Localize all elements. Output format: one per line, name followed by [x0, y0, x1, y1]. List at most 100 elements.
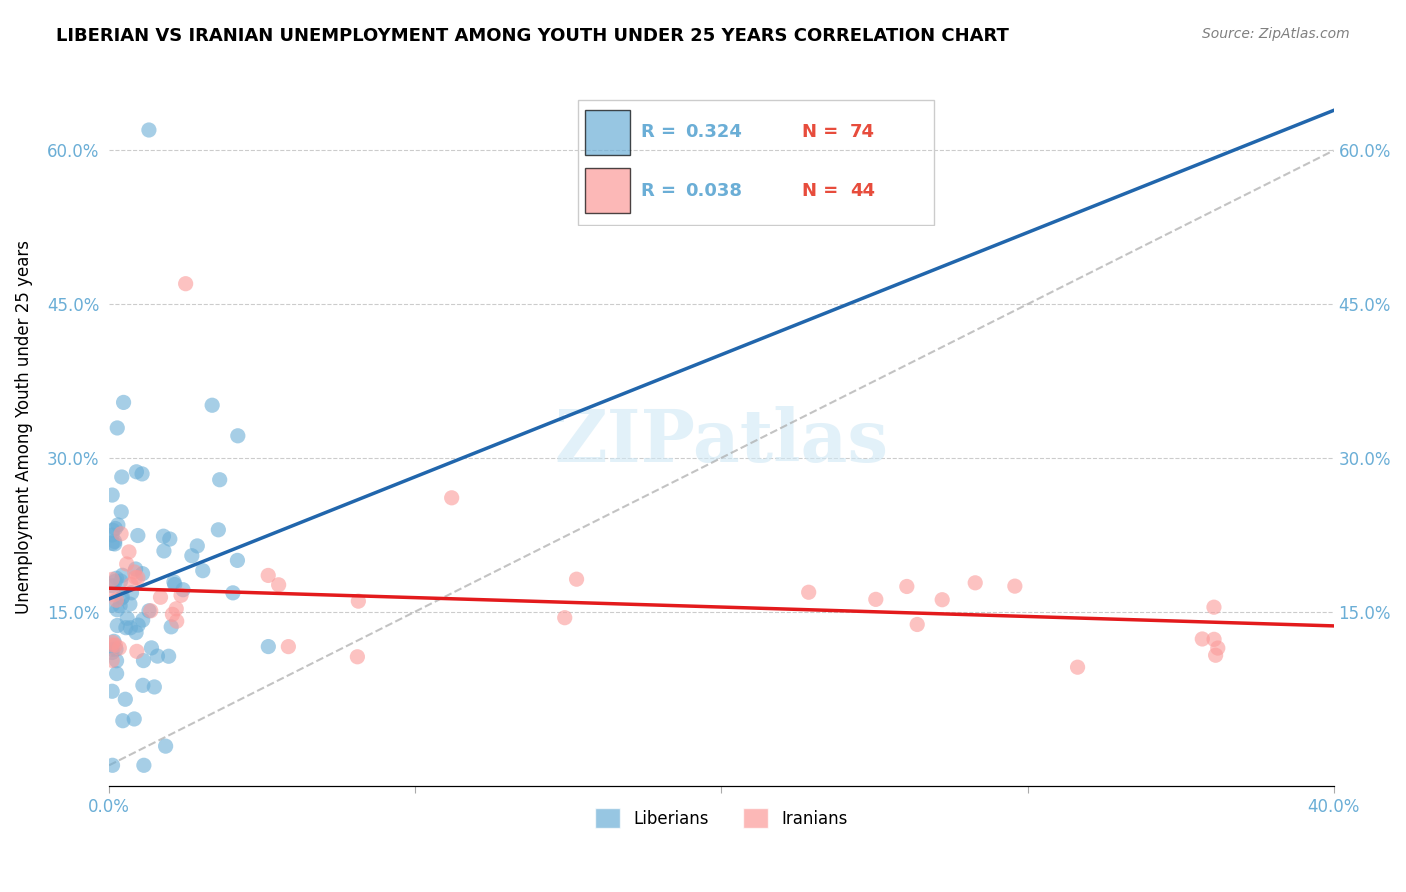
- Liberians: [101, 524, 124, 538]
- Liberians: [132, 758, 155, 772]
- Liberians: [114, 692, 136, 706]
- Iranians: [905, 617, 928, 632]
- Liberians: [122, 712, 145, 726]
- Iranians: [931, 592, 953, 607]
- Liberians: [226, 553, 249, 567]
- Liberians: [105, 618, 128, 632]
- Iranians: [267, 578, 290, 592]
- Iranians: [101, 653, 124, 667]
- Legend: Liberians, Iranians: Liberians, Iranians: [589, 801, 853, 835]
- Liberians: [111, 590, 134, 604]
- Iranians: [125, 644, 148, 658]
- Liberians: [127, 528, 149, 542]
- Liberians: [186, 539, 208, 553]
- Liberians: [138, 604, 160, 618]
- Iranians: [162, 607, 184, 622]
- Liberians: [115, 621, 138, 635]
- Liberians: [101, 579, 124, 593]
- Liberians: [103, 634, 125, 648]
- Liberians: [132, 678, 155, 692]
- Iranians: [1202, 632, 1225, 647]
- Liberians: [101, 536, 124, 550]
- Liberians: [160, 620, 183, 634]
- Iranians: [101, 572, 124, 586]
- Liberians: [208, 473, 231, 487]
- Liberians: [105, 571, 128, 585]
- Liberians: [127, 618, 149, 632]
- Liberians: [131, 566, 153, 581]
- Iranians: [174, 277, 197, 291]
- Iranians: [149, 591, 172, 605]
- Liberians: [159, 532, 181, 546]
- Iranians: [127, 571, 149, 585]
- Iranians: [896, 579, 918, 593]
- Liberians: [104, 521, 127, 535]
- Liberians: [104, 642, 127, 657]
- Liberians: [101, 642, 124, 657]
- Iranians: [865, 592, 887, 607]
- Y-axis label: Unemployment Among Youth under 25 years: Unemployment Among Youth under 25 years: [15, 240, 32, 615]
- Liberians: [101, 646, 124, 660]
- Liberians: [257, 640, 280, 654]
- Text: ZIPatlas: ZIPatlas: [554, 406, 889, 477]
- Liberians: [115, 611, 138, 625]
- Liberians: [155, 739, 177, 753]
- Liberians: [112, 395, 135, 409]
- Iranians: [108, 640, 131, 655]
- Liberians: [141, 640, 163, 655]
- Iranians: [1191, 632, 1213, 646]
- Liberians: [101, 598, 124, 612]
- Liberians: [101, 684, 124, 698]
- Liberians: [104, 574, 127, 589]
- Text: Source: ZipAtlas.com: Source: ZipAtlas.com: [1202, 27, 1350, 41]
- Iranians: [115, 557, 138, 571]
- Iranians: [797, 585, 820, 599]
- Liberians: [111, 714, 134, 728]
- Iranians: [120, 577, 142, 591]
- Iranians: [1205, 648, 1227, 663]
- Iranians: [277, 640, 299, 654]
- Iranians: [105, 593, 128, 607]
- Liberians: [226, 429, 249, 443]
- Liberians: [207, 523, 229, 537]
- Liberians: [125, 625, 148, 640]
- Iranians: [965, 575, 987, 590]
- Liberians: [118, 597, 141, 611]
- Liberians: [152, 529, 174, 543]
- Liberians: [111, 591, 134, 605]
- Liberians: [172, 582, 194, 597]
- Liberians: [105, 603, 128, 617]
- Liberians: [105, 666, 128, 681]
- Liberians: [104, 534, 127, 549]
- Iranians: [124, 570, 146, 584]
- Liberians: [124, 562, 146, 576]
- Iranians: [103, 588, 125, 602]
- Liberians: [131, 613, 153, 627]
- Iranians: [565, 572, 588, 586]
- Iranians: [1202, 600, 1225, 615]
- Liberians: [163, 577, 186, 591]
- Iranians: [110, 526, 132, 541]
- Iranians: [257, 568, 280, 582]
- Text: LIBERIAN VS IRANIAN UNEMPLOYMENT AMONG YOUTH UNDER 25 YEARS CORRELATION CHART: LIBERIAN VS IRANIAN UNEMPLOYMENT AMONG Y…: [56, 27, 1010, 45]
- Liberians: [110, 505, 132, 519]
- Iranians: [104, 638, 127, 652]
- Liberians: [131, 467, 153, 481]
- Iranians: [440, 491, 463, 505]
- Iranians: [101, 635, 124, 649]
- Liberians: [101, 758, 124, 772]
- Liberians: [111, 568, 134, 582]
- Iranians: [166, 614, 188, 628]
- Iranians: [1066, 660, 1088, 674]
- Iranians: [170, 588, 193, 602]
- Liberians: [108, 599, 131, 613]
- Iranians: [118, 545, 141, 559]
- Iranians: [124, 565, 146, 579]
- Liberians: [143, 680, 166, 694]
- Liberians: [138, 123, 160, 137]
- Liberians: [222, 586, 245, 600]
- Liberians: [201, 398, 224, 412]
- Liberians: [180, 549, 202, 563]
- Iranians: [139, 604, 162, 618]
- Liberians: [125, 465, 148, 479]
